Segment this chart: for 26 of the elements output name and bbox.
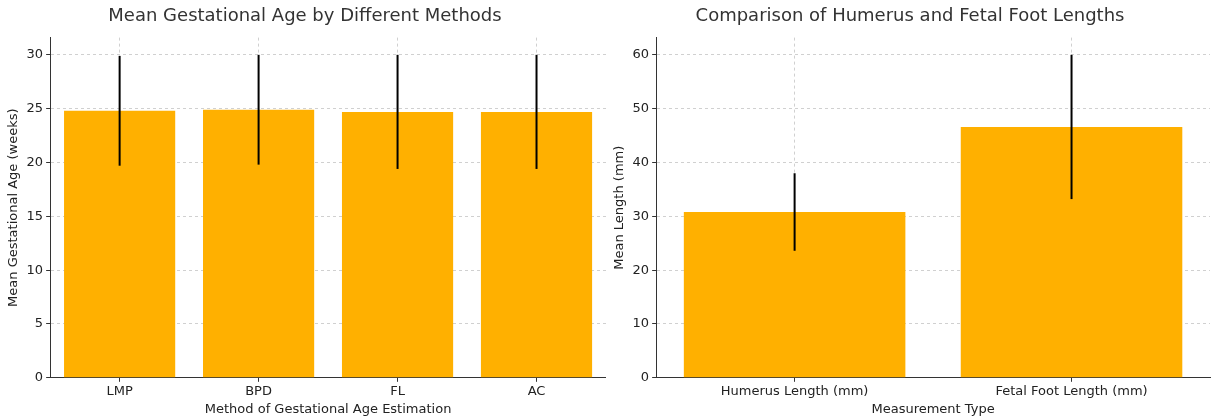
- chart-title: Mean Gestational Age by Different Methods: [108, 4, 502, 26]
- x-axis-title: Method of Gestational Age Estimation: [204, 400, 452, 416]
- y-axis-title: Mean Length (mm): [611, 145, 627, 270]
- y-tick-label: 20: [26, 153, 44, 169]
- y-tick-label: 40: [632, 153, 650, 169]
- x-tick-label: LMP: [106, 382, 133, 398]
- y-tick-label: 5: [34, 315, 44, 331]
- y-tick-label: 60: [632, 46, 650, 62]
- x-tick-label: Humerus Length (mm): [720, 382, 869, 398]
- y-tick-label: 50: [632, 100, 650, 116]
- y-axis-title: Mean Gestational Age (weeks): [5, 108, 21, 307]
- y-tick-label: 0: [34, 369, 44, 385]
- x-tick-label: FL: [390, 382, 406, 398]
- y-tick-label: 10: [632, 315, 650, 331]
- x-tick-label: Fetal Foot Length (mm): [995, 382, 1148, 398]
- y-tick-label: 30: [632, 207, 650, 223]
- y-tick-label: 15: [26, 207, 44, 223]
- y-tick-label: 10: [26, 261, 44, 277]
- x-tick-label: AC: [527, 382, 546, 398]
- y-tick-label: 25: [26, 100, 44, 116]
- chart-title: Comparison of Humerus and Fetal Foot Lengths: [695, 4, 1125, 26]
- x-axis-title: Measurement Type: [871, 400, 995, 416]
- x-tick-label: BPD: [245, 382, 272, 398]
- y-tick-label: 0: [640, 369, 650, 385]
- y-tick-label: 30: [26, 46, 44, 62]
- y-tick-label: 20: [632, 261, 650, 277]
